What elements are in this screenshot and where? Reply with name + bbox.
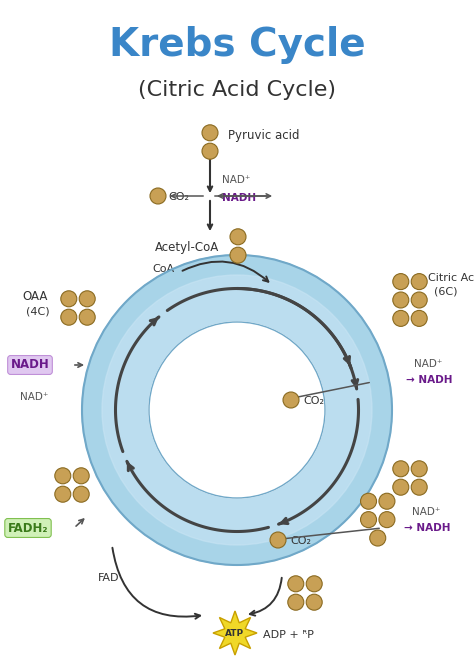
Text: NAD⁺: NAD⁺ [222, 175, 250, 185]
Text: ATP: ATP [226, 628, 245, 637]
Text: NADH: NADH [10, 358, 49, 371]
Circle shape [73, 486, 89, 502]
Text: FADH₂: FADH₂ [8, 521, 48, 535]
Circle shape [73, 468, 89, 484]
Circle shape [79, 309, 95, 325]
Circle shape [202, 125, 218, 141]
Circle shape [306, 594, 322, 610]
Circle shape [102, 275, 372, 545]
Circle shape [230, 228, 246, 245]
Text: NAD⁺: NAD⁺ [414, 359, 442, 369]
Circle shape [288, 576, 304, 592]
Circle shape [149, 322, 325, 498]
Circle shape [393, 310, 409, 326]
Text: (6C): (6C) [434, 287, 457, 297]
Circle shape [230, 247, 246, 263]
Circle shape [202, 143, 218, 159]
Circle shape [149, 322, 325, 498]
Text: ADP + ᴿP: ADP + ᴿP [263, 630, 314, 640]
Text: (4C): (4C) [26, 306, 50, 316]
Text: CO₂: CO₂ [303, 396, 324, 406]
Circle shape [150, 188, 166, 204]
Text: (Citric Acid Cycle): (Citric Acid Cycle) [138, 80, 336, 100]
Circle shape [288, 594, 304, 610]
Circle shape [393, 461, 409, 477]
Text: NADH: NADH [222, 193, 256, 203]
Text: NAD⁺: NAD⁺ [20, 392, 48, 402]
Circle shape [411, 292, 427, 308]
Circle shape [306, 576, 322, 592]
Circle shape [361, 493, 376, 509]
Circle shape [55, 468, 71, 484]
Text: Pyruvic acid: Pyruvic acid [228, 129, 300, 143]
Text: → NADH: → NADH [404, 523, 450, 533]
Circle shape [79, 291, 95, 307]
Circle shape [361, 512, 376, 528]
Circle shape [82, 255, 392, 565]
Circle shape [411, 461, 427, 477]
Circle shape [61, 309, 77, 325]
Circle shape [55, 486, 71, 502]
Circle shape [379, 493, 395, 509]
Circle shape [379, 512, 395, 528]
Polygon shape [213, 611, 257, 655]
Text: OAA: OAA [22, 289, 47, 302]
Circle shape [393, 273, 409, 289]
Circle shape [393, 479, 409, 495]
Circle shape [393, 292, 409, 308]
Text: Krebs Cycle: Krebs Cycle [109, 26, 365, 64]
Circle shape [283, 392, 299, 408]
Text: → NADH: → NADH [406, 375, 453, 385]
Text: Acetyl-CoA: Acetyl-CoA [155, 241, 219, 253]
Circle shape [411, 479, 427, 495]
Text: CoA: CoA [152, 264, 174, 274]
Circle shape [370, 530, 386, 546]
Circle shape [270, 532, 286, 548]
Text: Citric Acid: Citric Acid [428, 273, 474, 283]
Text: CO₂: CO₂ [290, 536, 311, 546]
Text: NAD⁺: NAD⁺ [412, 507, 440, 517]
Text: FAD: FAD [98, 573, 119, 583]
Circle shape [61, 291, 77, 307]
Text: CO₂: CO₂ [168, 192, 189, 202]
Circle shape [411, 310, 427, 326]
Circle shape [411, 273, 427, 289]
